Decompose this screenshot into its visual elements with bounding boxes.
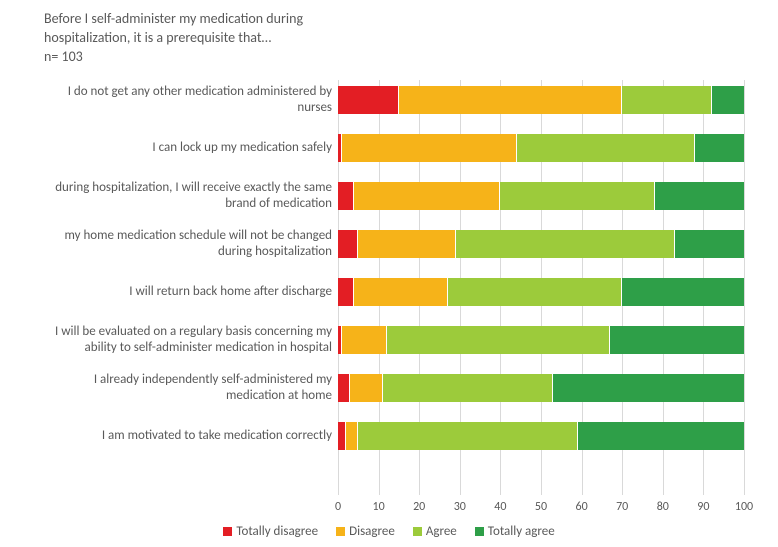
- bar-segment-agree: [383, 374, 554, 402]
- bar-segment-totally-disagree: [338, 374, 350, 402]
- x-tick-label: 50: [535, 500, 547, 514]
- bar-row: [338, 86, 744, 114]
- bar-segment-disagree: [354, 278, 447, 306]
- legend-label: Totally agree: [488, 524, 555, 539]
- bar-segment-disagree: [346, 422, 358, 450]
- bars-area: 0102030405060708090100: [338, 80, 744, 495]
- bar-segment-totally-agree: [578, 422, 744, 450]
- x-tick-label: 70: [616, 500, 628, 514]
- bar-segment-totally-agree: [712, 86, 744, 114]
- legend-label: Totally disagree: [236, 524, 318, 539]
- legend-swatch: [336, 527, 345, 536]
- bar-segment-disagree: [342, 134, 517, 162]
- bar-segment-totally-agree: [695, 134, 744, 162]
- x-tick-label: 80: [657, 500, 669, 514]
- title-line-2: hospitalization, it is a prerequisite th…: [44, 29, 303, 48]
- bar-segment-agree: [622, 86, 711, 114]
- legend-swatch: [413, 527, 422, 536]
- bar-segment-totally-disagree: [338, 230, 358, 258]
- bar-row: [338, 326, 744, 354]
- stacked-bar-chart: Before I self-administer my medication d…: [0, 0, 778, 547]
- x-tick-label: 0: [335, 500, 341, 514]
- category-label: I can lock up my medication safely: [44, 128, 332, 168]
- x-tick-label: 100: [735, 500, 753, 514]
- title-line-1: Before I self-administer my medication d…: [44, 10, 303, 29]
- bar-segment-totally-agree: [610, 326, 744, 354]
- legend-item-totally-agree: Totally agree: [475, 524, 555, 539]
- bar-segment-agree: [358, 422, 577, 450]
- bar-segment-disagree: [350, 374, 382, 402]
- bar-segment-agree: [387, 326, 610, 354]
- bar-segment-totally-disagree: [338, 278, 354, 306]
- bar-segment-totally-disagree: [338, 422, 346, 450]
- legend-swatch: [223, 527, 232, 536]
- category-label: I do not get any other medication admini…: [44, 80, 332, 120]
- chart-title: Before I self-administer my medication d…: [44, 10, 303, 67]
- bar-segment-agree: [500, 182, 654, 210]
- category-label: I already independently self-administere…: [44, 368, 332, 408]
- bar-row: [338, 134, 744, 162]
- category-label: I will return back home after discharge: [44, 272, 332, 312]
- category-labels: I do not get any other medication admini…: [44, 80, 338, 495]
- x-tick-label: 40: [494, 500, 506, 514]
- legend: Totally disagree Disagree Agree Totally agr…: [0, 524, 778, 539]
- legend-item-agree: Agree: [413, 524, 457, 539]
- x-tick-label: 90: [697, 500, 709, 514]
- plot-area: I do not get any other medication admini…: [44, 80, 744, 495]
- bar-segment-totally-agree: [622, 278, 744, 306]
- bar-row: [338, 422, 744, 450]
- bar-row: [338, 374, 744, 402]
- legend-item-totally-disagree: Totally disagree: [223, 524, 318, 539]
- bar-segment-totally-agree: [553, 374, 744, 402]
- legend-swatch: [475, 527, 484, 536]
- bar-segment-disagree: [358, 230, 455, 258]
- bar-row: [338, 278, 744, 306]
- x-tick-label: 10: [373, 500, 385, 514]
- legend-item-disagree: Disagree: [336, 524, 395, 539]
- x-tick-label: 60: [576, 500, 588, 514]
- bar-row: [338, 182, 744, 210]
- x-tick-label: 30: [454, 500, 466, 514]
- legend-label: Agree: [426, 524, 457, 539]
- legend-label: Disagree: [349, 524, 395, 539]
- bar-row: [338, 230, 744, 258]
- x-tick-label: 20: [413, 500, 425, 514]
- bar-segment-disagree: [399, 86, 622, 114]
- bar-segment-totally-disagree: [338, 86, 399, 114]
- category-label: I am motivated to take medication correc…: [44, 416, 332, 456]
- category-label: during hospitalization, I will receive e…: [44, 176, 332, 216]
- bar-segment-totally-disagree: [338, 182, 354, 210]
- bar-segment-agree: [456, 230, 675, 258]
- bar-segment-disagree: [354, 182, 500, 210]
- category-label: I will be evaluated on a regulary basis …: [44, 320, 332, 360]
- bar-segment-agree: [517, 134, 696, 162]
- gridline: [744, 80, 745, 495]
- bar-segment-totally-agree: [675, 230, 744, 258]
- bar-segment-disagree: [342, 326, 387, 354]
- bar-segment-agree: [448, 278, 623, 306]
- category-label: my home medication schedule will not be …: [44, 224, 332, 264]
- bar-segment-totally-agree: [655, 182, 744, 210]
- title-line-3: n= 103: [44, 48, 303, 67]
